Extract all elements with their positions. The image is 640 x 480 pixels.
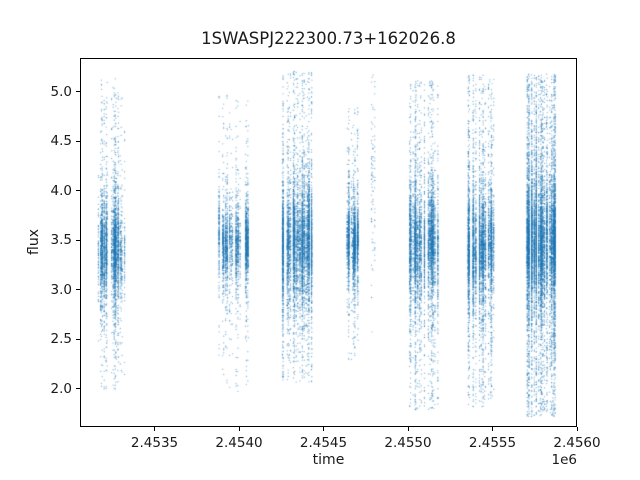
x-tick-label: 2.4545 (299, 435, 348, 451)
y-tick-mark (76, 91, 80, 93)
x-tick-label: 2.4560 (553, 435, 601, 451)
y-tick-label: 2.0 (50, 380, 72, 397)
x-tick-mark (407, 427, 409, 431)
x-tick-label: 2.4535 (130, 435, 179, 451)
y-tick-label: 3.5 (50, 232, 72, 249)
y-tick-label: 2.5 (50, 331, 72, 348)
x-tick-mark (492, 427, 493, 431)
scatter-plot-canvas (80, 58, 577, 427)
y-tick-label: 4.5 (50, 133, 72, 150)
x-tick-mark (154, 427, 156, 431)
x-tick-label: 2.4550 (384, 435, 432, 451)
y-tick-label: 5.0 (50, 83, 72, 100)
y-axis-label: flux (26, 229, 42, 255)
x-tick-mark (238, 427, 240, 431)
y-tick-mark (76, 140, 80, 142)
x-tick-mark (576, 427, 578, 431)
y-tick-mark (76, 388, 80, 390)
x-axis-offset-text: 1e6 (551, 452, 577, 468)
x-tick-label: 2.4540 (215, 435, 263, 451)
chart-title: 1SWASPJ222300.73+162026.8 (201, 29, 456, 48)
y-tick-mark (76, 190, 80, 192)
y-tick-label: 4.0 (50, 182, 72, 199)
y-tick-mark (76, 239, 80, 241)
y-tick-mark (76, 338, 80, 340)
y-tick-mark (76, 289, 80, 291)
x-tick-label: 2.4555 (468, 435, 517, 451)
x-tick-mark (323, 427, 324, 431)
y-tick-label: 3.0 (50, 281, 72, 298)
x-axis-label: time (312, 452, 345, 468)
